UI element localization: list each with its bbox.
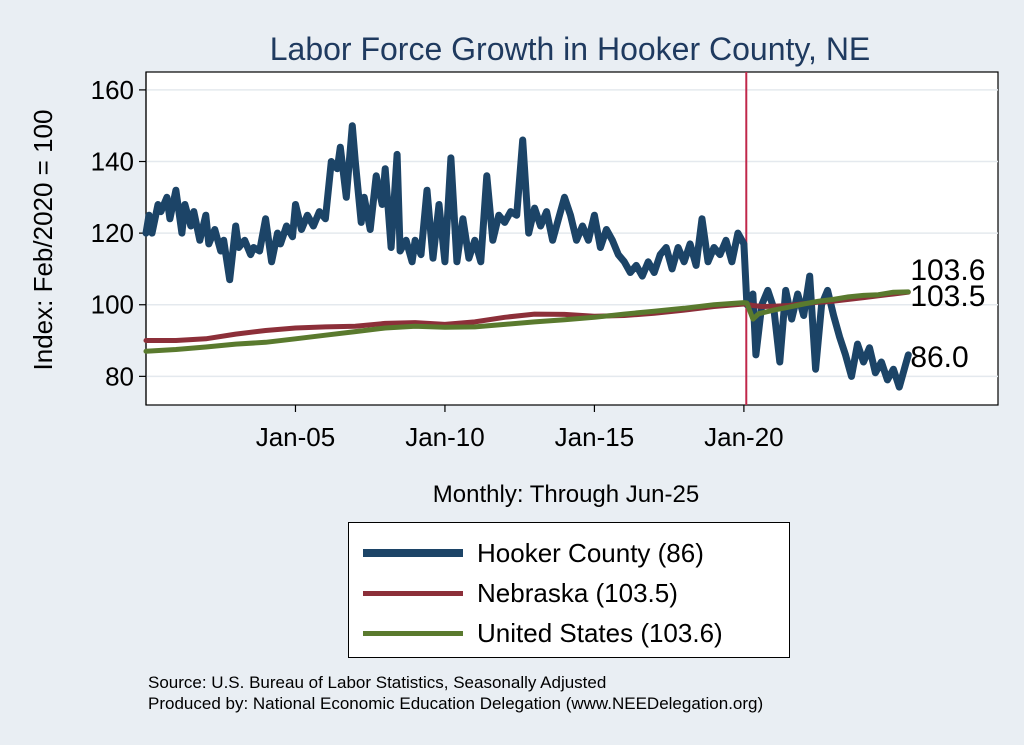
x-tick-label: Jan-10: [405, 422, 485, 452]
chart-title: Labor Force Growth in Hooker County, NE: [270, 31, 871, 67]
y-axis: 80 100 120 140 160: [91, 72, 147, 405]
y-axis-label: Index: Feb/2020 = 100: [28, 110, 58, 371]
end-label-nebraska: 103.5: [910, 280, 985, 313]
legend: Hooker County (86) Nebraska (103.5) Unit…: [348, 522, 790, 658]
x-axis-label: Monthly: Through Jun-25: [433, 481, 699, 508]
series-line-united-states: [143, 289, 911, 354]
y-tick-label: 120: [91, 218, 134, 248]
legend-label-hooker-county: Hooker County (86): [477, 537, 704, 568]
legend-swatch-hooker-county: [363, 549, 463, 557]
x-tick-label: Jan-20: [704, 422, 784, 452]
legend-swatch-united-states: [363, 630, 463, 636]
legend-item-nebraska: Nebraska (103.5): [363, 575, 678, 611]
source-note: Source: U.S. Bureau of Labor Statistics,…: [148, 672, 763, 714]
y-tick-label: 160: [91, 75, 134, 105]
legend-label-united-states: United States (103.6): [477, 617, 723, 648]
x-tick-label: Jan-15: [555, 422, 635, 452]
y-tick-label: 80: [105, 361, 134, 391]
end-label-hooker-county: 86.0: [910, 341, 968, 374]
source-line: Source: U.S. Bureau of Labor Statistics,…: [148, 673, 607, 692]
y-tick-label: 140: [91, 147, 134, 177]
legend-item-hooker-county: Hooker County (86): [363, 535, 704, 571]
end-label-united-states: 103.6: [910, 254, 985, 287]
x-tick-label: Jan-05: [256, 422, 336, 452]
y-tick-label: 100: [91, 290, 134, 320]
legend-label-nebraska: Nebraska (103.5): [477, 577, 678, 608]
series-group: [142, 122, 912, 391]
producer-line: Produced by: National Economic Education…: [148, 694, 764, 713]
x-axis: Jan-05 Jan-10 Jan-15 Jan-20: [256, 405, 784, 452]
legend-item-united-states: United States (103.6): [363, 615, 723, 651]
legend-swatch-nebraska: [363, 590, 463, 596]
